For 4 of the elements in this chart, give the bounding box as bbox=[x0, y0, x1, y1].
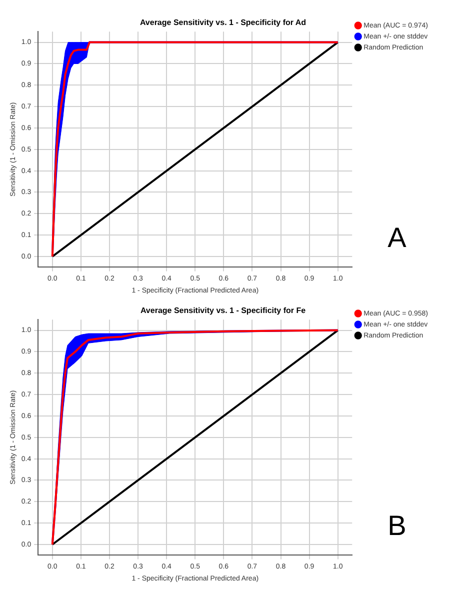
text: B bbox=[388, 510, 406, 542]
chart-title: Average Sensitivity vs. 1 - Specificity for Ad bbox=[140, 18, 306, 28]
chart-title: Average Sensitivity vs. 1 - Specificity for Fe bbox=[140, 306, 306, 316]
text: A bbox=[388, 222, 407, 254]
